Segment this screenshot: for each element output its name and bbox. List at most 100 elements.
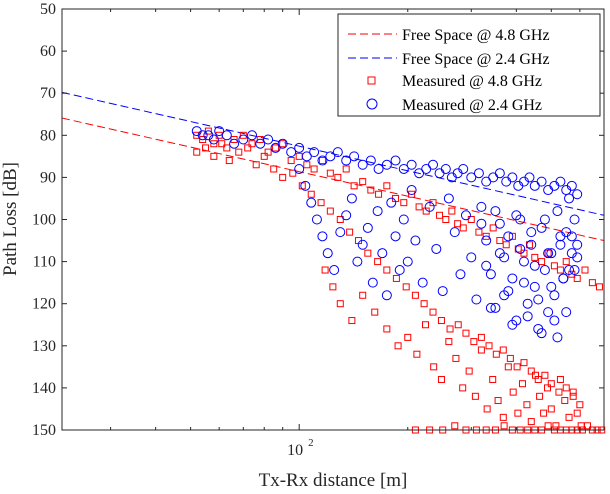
- measured-4-8-point: [556, 266, 564, 274]
- measured-2-4-point: [286, 147, 297, 158]
- measured-2-4-point: [417, 277, 428, 288]
- measured-4-8-point: [471, 392, 479, 400]
- measured-4-8-point: [496, 237, 504, 245]
- measured-2-4-point: [555, 239, 566, 250]
- x-tick-label-exponent: 2: [308, 437, 314, 449]
- measured-4-8-point: [588, 279, 596, 287]
- measured-4-8-point: [547, 405, 555, 413]
- measured-2-4-point: [390, 155, 401, 166]
- measured-2-4-point: [564, 193, 575, 204]
- measured-2-4-point: [229, 138, 240, 149]
- y-tick-label: 130: [32, 338, 56, 355]
- measured-2-4-point: [564, 265, 575, 276]
- measured-4-8-point: [225, 157, 233, 165]
- measured-2-4-point: [572, 252, 583, 263]
- measured-2-4-point: [329, 265, 340, 276]
- measured-4-8-point: [544, 422, 552, 430]
- measured-4-8-point: [422, 321, 430, 329]
- measured-4-8-point: [383, 325, 391, 333]
- measured-2-4-point: [515, 243, 526, 254]
- measured-2-4-point: [352, 256, 363, 267]
- measured-4-8-point: [552, 422, 560, 430]
- measured-2-4-point: [428, 159, 439, 170]
- measured-4-8-point: [210, 140, 218, 148]
- measured-2-4-point: [507, 172, 518, 183]
- measured-4-8-point: [375, 190, 383, 198]
- measured-4-8-point: [485, 342, 493, 350]
- measured-2-4-point: [341, 155, 352, 166]
- measured-2-4-point: [349, 151, 360, 162]
- measured-4-8-point: [415, 203, 423, 211]
- measured-2-4-point: [566, 231, 577, 242]
- measured-4-8-point: [413, 350, 421, 358]
- measured-4-8-point: [445, 338, 453, 346]
- free-space-line: [61, 117, 605, 242]
- measured-4-8-point: [506, 354, 514, 362]
- measured-2-4-point: [294, 142, 305, 153]
- measured-2-4-point: [543, 248, 554, 259]
- measured-4-8-point: [260, 152, 268, 160]
- measured-4-8-point: [527, 418, 535, 426]
- measured-2-4-point: [522, 298, 533, 309]
- measured-2-4-point: [569, 265, 580, 276]
- measured-4-8-point: [482, 232, 490, 240]
- x-tick-label: 10: [287, 442, 303, 459]
- legend: Free Space @ 4.8 GHz Free Space @ 2.4 GH…: [337, 13, 601, 117]
- measured-2-4-point: [386, 197, 397, 208]
- measured-2-4-point: [221, 130, 232, 141]
- measured-2-4-point: [543, 307, 554, 318]
- measured-4-8-point: [400, 199, 408, 207]
- measured-2-4-point: [406, 185, 417, 196]
- measured-4-8-point: [514, 409, 522, 417]
- measured-2-4-point: [325, 151, 336, 162]
- measured-4-8-point: [394, 342, 402, 350]
- measured-4-8-point: [310, 165, 318, 173]
- measured-4-8-point: [326, 169, 334, 177]
- measured-4-8-point: [446, 325, 454, 333]
- measured-2-4-point: [372, 206, 383, 217]
- measured-2-4-point: [394, 265, 405, 276]
- measured-2-4-point: [552, 332, 563, 343]
- measured-2-4-point: [322, 248, 333, 259]
- measured-2-4-point: [255, 138, 266, 149]
- measured-2-4-point: [277, 138, 288, 149]
- measured-4-8-point: [595, 283, 603, 291]
- measured-2-4-point: [476, 218, 487, 229]
- measured-4-8-point: [239, 131, 247, 139]
- measured-4-8-point: [411, 291, 419, 299]
- measured-4-8-point: [477, 346, 485, 354]
- measured-4-8-point: [561, 397, 569, 405]
- measured-2-4-point: [476, 201, 487, 212]
- measured-4-8-point: [475, 228, 483, 236]
- measured-2-4-point: [572, 239, 583, 250]
- measured-2-4-point: [490, 206, 501, 217]
- measured-4-8-point: [442, 216, 450, 223]
- measured-2-4-point: [398, 214, 409, 225]
- measured-4-8-point: [573, 274, 581, 282]
- measured-2-4-point: [381, 159, 392, 170]
- measured-2-4-point: [539, 214, 550, 225]
- measured-2-4-point: [485, 269, 496, 280]
- measured-4-8-point: [436, 211, 444, 219]
- measured-4-8-point: [502, 241, 510, 249]
- measured-2-4-point: [536, 328, 547, 339]
- measured-2-4-point: [306, 197, 317, 208]
- measured-4-8-point: [329, 283, 337, 291]
- measured-2-4-point: [300, 180, 311, 191]
- measured-4-8-point: [371, 308, 379, 316]
- measured-4-8-point: [374, 258, 382, 266]
- measured-2-4-point: [335, 227, 346, 238]
- legend-label-measured-4-8: Measured @ 4.8 GHz: [402, 73, 542, 90]
- measured-4-8-point: [336, 216, 344, 223]
- series-0: [61, 117, 605, 242]
- measured-4-8-point: [565, 413, 573, 421]
- measured-4-8-point: [218, 140, 226, 148]
- measured-4-8-point: [508, 232, 516, 240]
- measured-2-4-point: [536, 176, 547, 187]
- measured-2-4-point: [524, 172, 535, 183]
- measured-2-4-point: [317, 155, 328, 166]
- measured-4-8-point: [509, 388, 517, 396]
- measured-2-4-point: [569, 214, 580, 225]
- measured-2-4-point: [443, 193, 454, 204]
